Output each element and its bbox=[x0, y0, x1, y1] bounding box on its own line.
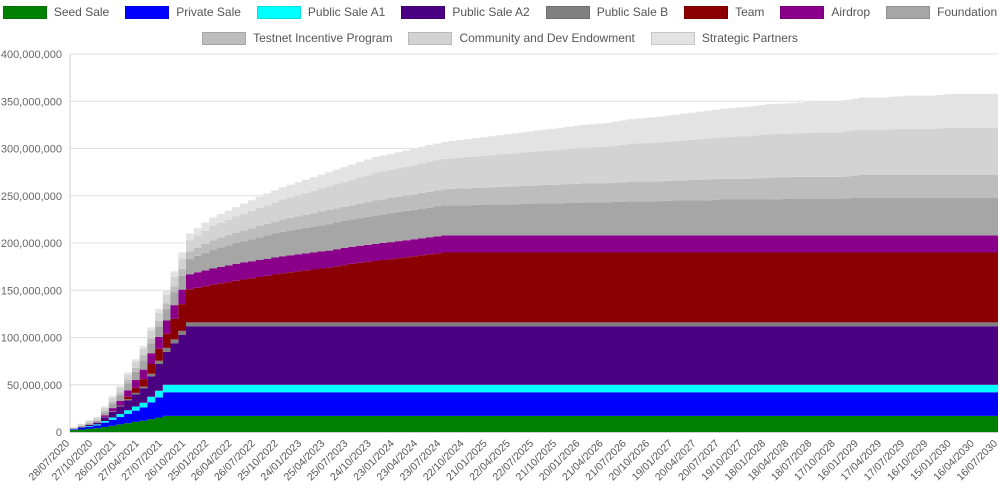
legend-item-public-sale-a2[interactable]: Public Sale A2 bbox=[401, 5, 530, 19]
chart-legend: Seed Sale Private Sale Public Sale A1 Publi… bbox=[0, 5, 1000, 45]
legend-item-airdrop[interactable]: Airdrop bbox=[780, 5, 870, 19]
legend-item-public-sale-a1[interactable]: Public Sale A1 bbox=[256, 5, 386, 19]
testnet-incentive-program-swatch-icon bbox=[202, 31, 247, 45]
seed-sale-swatch-icon bbox=[2, 5, 47, 19]
area-team bbox=[70, 252, 998, 430]
area-public-sale-a2 bbox=[70, 326, 998, 430]
community-and-dev-endowment-swatch-icon bbox=[408, 31, 453, 45]
legend-label: Public Sale A2 bbox=[452, 5, 530, 19]
y-axis-label: 400,000,000 bbox=[1, 49, 62, 61]
legend-item-public-sale-b[interactable]: Public Sale B bbox=[545, 5, 669, 19]
team-swatch-icon bbox=[684, 5, 729, 19]
legend-item-private-sale[interactable]: Private Sale bbox=[125, 5, 241, 19]
y-axis-label: 200,000,000 bbox=[1, 238, 62, 250]
legend-label: Public Sale A1 bbox=[307, 5, 386, 19]
legend-item-testnet-incentive-program[interactable]: Testnet Incentive Program bbox=[202, 31, 392, 45]
y-axis-label: 250,000,000 bbox=[1, 191, 62, 203]
public-sale-a2-swatch-icon bbox=[401, 5, 446, 19]
area-private-sale bbox=[70, 392, 998, 431]
legend-label: Testnet Incentive Program bbox=[253, 31, 393, 45]
legend-item-strategic-partners[interactable]: Strategic Partners bbox=[650, 31, 798, 45]
private-sale-swatch-icon bbox=[125, 5, 170, 19]
legend-label: Team bbox=[735, 5, 765, 19]
legend-item-community-and-dev-endowment[interactable]: Community and Dev Endowment bbox=[408, 31, 635, 45]
airdrop-swatch-icon bbox=[780, 5, 825, 19]
legend-label: Strategic Partners bbox=[701, 31, 798, 45]
legend-label: Private Sale bbox=[176, 5, 241, 19]
y-axis-label: 100,000,000 bbox=[1, 333, 62, 345]
legend-label: Public Sale B bbox=[596, 5, 669, 19]
strategic-partners-swatch-icon bbox=[650, 31, 695, 45]
legend-item-foundation[interactable]: Foundation bbox=[886, 5, 997, 19]
foundation-swatch-icon bbox=[886, 5, 931, 19]
area-community-and-dev-endowment bbox=[70, 127, 998, 429]
legend-label: Airdrop bbox=[831, 5, 871, 19]
legend-item-seed-sale[interactable]: Seed Sale bbox=[2, 5, 110, 19]
legend-item-team[interactable]: Team bbox=[684, 5, 764, 19]
public-sale-b-swatch-icon bbox=[545, 5, 590, 19]
legend-label: Foundation bbox=[937, 5, 998, 19]
legend-label: Seed Sale bbox=[53, 5, 110, 19]
public-sale-a1-swatch-icon bbox=[256, 5, 301, 19]
y-axis-label: 50,000,000 bbox=[7, 380, 62, 392]
area-strategic-partners bbox=[70, 93, 998, 428]
y-axis-label: 350,000,000 bbox=[1, 96, 62, 108]
y-axis-label: 150,000,000 bbox=[1, 285, 62, 297]
y-axis-label: 0 bbox=[56, 427, 62, 439]
area-foundation bbox=[70, 197, 998, 430]
legend-label: Community and Dev Endowment bbox=[459, 31, 635, 45]
y-axis-label: 300,000,000 bbox=[1, 144, 62, 156]
area-seed-sale bbox=[70, 415, 998, 432]
